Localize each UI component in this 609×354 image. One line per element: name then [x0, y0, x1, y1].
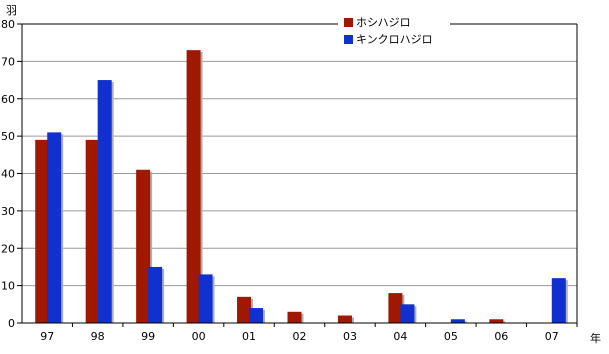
x-tick-label: 04	[393, 330, 407, 343]
legend-swatch	[344, 35, 353, 44]
bar-series2-97	[47, 132, 62, 323]
x-tick-label: 07	[545, 330, 559, 343]
x-tick-label: 05	[444, 330, 458, 343]
y-tick-label: 10	[1, 280, 15, 293]
bar-series2-05	[450, 319, 465, 323]
bar-series1-06	[489, 319, 504, 323]
y-tick-label: 80	[1, 18, 15, 31]
x-tick-label: 03	[343, 330, 357, 343]
y-tick-label: 0	[8, 317, 15, 330]
legend-label: キンクロハジロ	[356, 33, 433, 46]
grid-layer	[22, 23, 577, 287]
y-tick-label: 30	[1, 205, 15, 218]
y-tick-label: 20	[1, 242, 15, 255]
bar-series1-02	[287, 311, 302, 323]
bar-series1-97	[35, 139, 50, 323]
legend-box	[338, 16, 450, 60]
x-axis-unit-label: 年	[590, 331, 601, 345]
bar-series2-04	[400, 304, 415, 323]
bar-series2-01	[249, 308, 264, 323]
legend-swatch	[344, 18, 353, 27]
bar-series1-04	[388, 293, 403, 323]
x-tick-label: 97	[40, 330, 54, 343]
bar-series1-01	[237, 296, 252, 323]
bar-series1-00	[186, 50, 201, 323]
x-tick-label: 02	[293, 330, 307, 343]
bar-series2-00	[198, 274, 213, 323]
bar-layer	[35, 50, 568, 323]
y-tick-label: 70	[1, 55, 15, 68]
y-axis-unit-label: 羽	[6, 4, 17, 17]
x-tick-label: 01	[242, 330, 256, 343]
bar-series2-07	[551, 278, 566, 323]
y-tick-label: 60	[1, 93, 15, 106]
y-tick-label: 40	[1, 168, 15, 181]
x-tick-label: 99	[141, 330, 155, 343]
axis-layer: 0 10 20 30 40 50 60 70 80 97 98 99 00 01 02 03 04 05 06 07	[1, 18, 578, 343]
x-tick-label: 98	[91, 330, 105, 343]
bar-series1-99	[136, 169, 151, 323]
bar-series1-98	[85, 139, 100, 323]
x-tick-label: 06	[494, 330, 508, 343]
y-tick-label: 50	[1, 130, 15, 143]
legend-label: ホシハジロ	[356, 16, 411, 29]
bar-series1-03	[337, 315, 352, 323]
bar-series2-99	[148, 266, 163, 323]
bar-series2-98	[97, 80, 112, 323]
x-tick-label: 00	[192, 330, 206, 343]
